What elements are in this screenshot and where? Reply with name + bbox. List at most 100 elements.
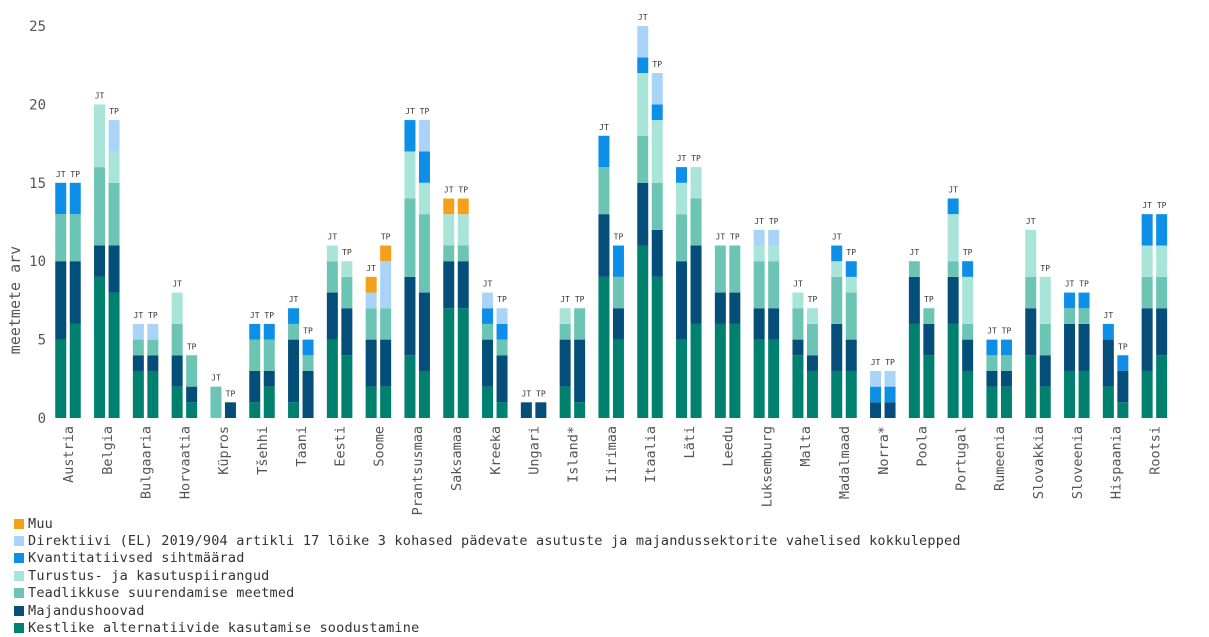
bar-segment: [249, 402, 261, 418]
bar-segment: [1064, 323, 1076, 371]
bar-segment: [845, 370, 857, 418]
bar-segment: [55, 261, 67, 340]
legend-swatch: [14, 605, 24, 616]
bar-segment: [443, 308, 455, 418]
bar-segment: [457, 198, 469, 215]
legend-item: Kvantitatiivsed sihtmäärad: [14, 550, 961, 567]
bar-segment: [1117, 355, 1129, 371]
bar-segment: [676, 261, 688, 340]
x-tick-label: Rootsi: [1147, 426, 1163, 475]
bar-segment: [249, 370, 261, 403]
bar-label: TP: [691, 154, 701, 163]
bar-segment: [404, 355, 416, 418]
bar-segment: [637, 73, 649, 136]
bar-label: JT: [366, 264, 376, 273]
bar-segment: [637, 245, 649, 418]
bar-segment: [1039, 276, 1051, 324]
bar-label: JT: [289, 295, 299, 304]
x-tick-label: Portugal: [953, 426, 969, 491]
bar-segment: [1156, 245, 1168, 277]
bar-label: TP: [1118, 342, 1128, 351]
bar-segment: [186, 355, 198, 387]
bar-segment: [831, 323, 843, 371]
bar-segment: [792, 339, 804, 356]
bar-segment: [651, 276, 663, 418]
bar-segment: [263, 386, 275, 418]
bar-segment: [986, 370, 998, 387]
bar-label: JT: [172, 280, 182, 289]
bar-segment: [574, 308, 586, 340]
bar-label: JT: [95, 91, 105, 100]
bar-segment: [923, 323, 935, 356]
bar-segment: [457, 261, 469, 309]
bar-label: TP: [187, 342, 197, 351]
x-tick-label: Leedu: [721, 426, 737, 467]
bar-segment: [768, 308, 780, 340]
x-tick-label: Bulgaaria: [139, 426, 155, 499]
legend-swatch: [14, 623, 24, 634]
bar-label: TP: [614, 233, 624, 242]
y-tick-label: 25: [29, 19, 46, 35]
bar-label: TP: [70, 170, 80, 179]
bar-segment: [263, 323, 275, 340]
legend-label: Majandushoovad: [28, 602, 145, 619]
legend-swatch: [14, 588, 24, 599]
bar-segment: [753, 229, 765, 246]
bar-segment: [806, 323, 818, 356]
bar-segment: [714, 292, 726, 324]
bar-segment: [132, 323, 144, 340]
bar-segment: [676, 182, 688, 215]
bar-label: TP: [148, 311, 158, 320]
bar-segment: [612, 339, 624, 418]
bar-segment: [1025, 276, 1037, 309]
bar-segment: [418, 182, 430, 215]
bar-segment: [676, 214, 688, 262]
bar-segment: [1156, 355, 1168, 418]
bar-segment: [341, 355, 353, 418]
y-tick-label: 10: [29, 254, 46, 270]
legend-item: Kestlike alternatiivide kasutamise soodu…: [14, 619, 961, 636]
bar-label: TP: [652, 60, 662, 69]
bar-segment: [482, 339, 494, 387]
legend-label: Muu: [28, 515, 53, 532]
bar-segment: [637, 57, 649, 74]
bar-segment: [1117, 370, 1129, 403]
bar-segment: [792, 355, 804, 418]
bar-segment: [404, 198, 416, 277]
bar-segment: [676, 339, 688, 418]
bar-segment: [831, 370, 843, 418]
bar-label: TP: [303, 327, 313, 336]
bar-label: TP: [1002, 327, 1012, 336]
bar-segment: [380, 245, 392, 262]
bar-segment: [651, 182, 663, 230]
bar-label: JT: [910, 248, 920, 257]
bar-segment: [729, 323, 741, 418]
legend-item: Teadlikkuse suurendamise meetmed: [14, 585, 961, 602]
x-tick-label: Island*: [565, 426, 581, 483]
legend-item: Turustus- ja kasutuspiirangud: [14, 567, 961, 584]
bar-segment: [1064, 292, 1076, 309]
bar-segment: [806, 370, 818, 418]
bar-segment: [288, 308, 300, 324]
bar-segment: [1039, 386, 1051, 418]
bar-segment: [753, 261, 765, 309]
bar-label: TP: [420, 107, 430, 116]
bar-label: JT: [560, 295, 570, 304]
bar-segment: [831, 261, 843, 277]
bar-label: TP: [1040, 264, 1050, 273]
bar-segment: [55, 182, 67, 215]
bar-segment: [326, 339, 338, 418]
bar-label: JT: [405, 107, 415, 116]
bar-segment: [132, 339, 144, 356]
bar-segment: [147, 370, 159, 418]
bar-segment: [482, 308, 494, 324]
bar-segment: [418, 151, 430, 183]
bar-label: JT: [211, 374, 221, 383]
bar-label: TP: [1079, 280, 1089, 289]
bar-segment: [147, 355, 159, 371]
bar-segment: [365, 339, 377, 387]
bar-segment: [884, 386, 896, 403]
bar-segment: [1156, 308, 1168, 356]
bar-segment: [496, 323, 508, 340]
legend-item: Direktiivi (EL) 2019/904 artikli 17 lõik…: [14, 532, 961, 549]
